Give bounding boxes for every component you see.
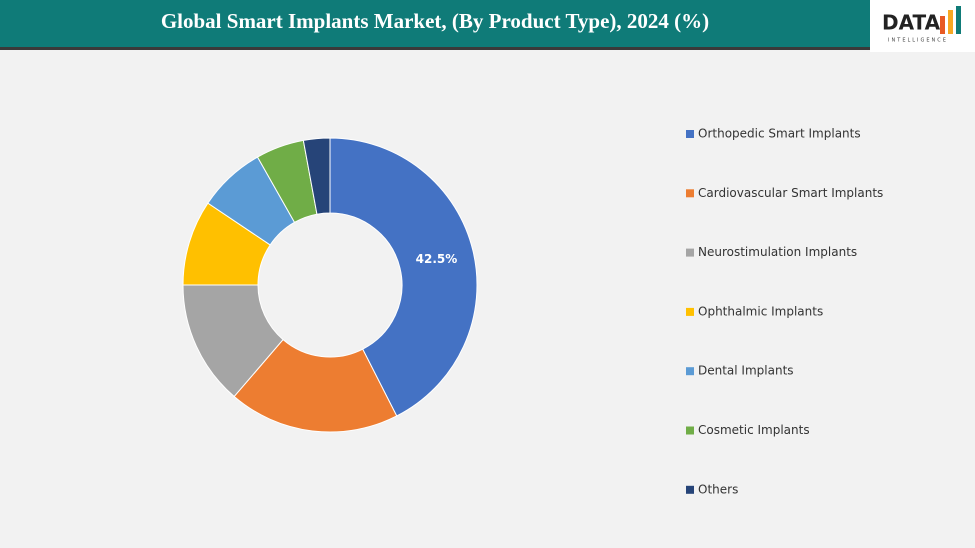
data-label: 42.5%	[416, 252, 458, 266]
legend-label: Others	[698, 482, 738, 496]
legend-label: Cosmetic Implants	[698, 423, 810, 437]
logo-bar	[948, 10, 953, 34]
legend-swatch	[686, 426, 694, 435]
legend-swatch	[686, 485, 694, 494]
logo-bar	[940, 16, 945, 34]
logo-name: DATA	[882, 11, 941, 35]
legend-label: Cardiovascular Smart Implants	[698, 186, 883, 200]
legend-label: Ophthalmic Implants	[698, 304, 823, 318]
header-bar	[0, 0, 975, 47]
legend-swatch	[686, 248, 694, 257]
chart-title: Global Smart Implants Market, (By Produc…	[161, 9, 709, 33]
legend-swatch	[686, 130, 694, 138]
legend-swatch	[686, 189, 694, 198]
legend-swatch	[686, 307, 694, 316]
donut-slice	[233, 338, 398, 433]
logo-tagline: INTELLIGENCE	[888, 38, 948, 44]
donut-slice	[329, 137, 478, 417]
legend-swatch	[686, 367, 694, 376]
header-rule	[0, 47, 975, 50]
logo-bar	[956, 6, 961, 34]
legend-label: Orthopedic Smart Implants	[698, 127, 861, 141]
legend-label: Dental Implants	[698, 364, 794, 378]
legend-label: Neurostimulation Implants	[698, 245, 857, 259]
donut-slice	[302, 137, 331, 215]
